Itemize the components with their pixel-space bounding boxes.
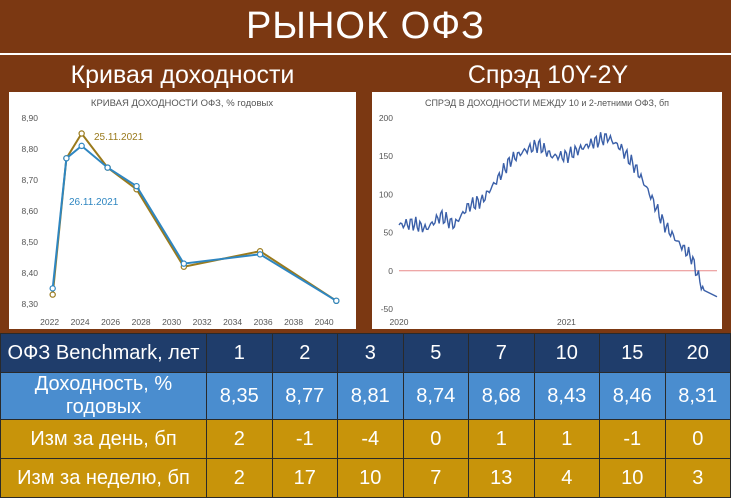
x-tick-label: 2026 — [101, 317, 120, 327]
table-cell: 8,68 — [468, 372, 535, 420]
x-tick-label: 2034 — [223, 317, 242, 327]
y-tick-label: 8,80 — [21, 144, 38, 154]
y-tick-label: 0 — [388, 266, 393, 276]
table-row: ОФЗ Benchmark, лет 1 2 3 5 7 10 15 20 — [0, 333, 731, 373]
table-cell: 8,77 — [271, 372, 338, 420]
row-label: ОФЗ Benchmark, лет — [0, 333, 207, 373]
ofz-table: ОФЗ Benchmark, лет 1 2 3 5 7 10 15 20 Доходность,… — [0, 333, 731, 498]
table-cell: 15 — [599, 333, 666, 373]
table-cell: 2 — [206, 458, 273, 498]
y-tick-label: 200 — [379, 113, 393, 123]
data-point — [104, 164, 111, 171]
spread-panel: СПРЭД В ДОХОДНОСТИ МЕЖДУ 10 и 2-летними … — [372, 92, 722, 329]
table-cell: 13 — [468, 458, 535, 498]
header-divider — [0, 53, 731, 55]
yield-curve-panel: КРИВАЯ ДОХОДНОСТИ ОФЗ, % годовых 8,30 8,40… — [9, 92, 356, 329]
table-row: Доходность, % годовых 8,35 8,77 8,81 8,74 8,6… — [0, 372, 731, 420]
row-label: Изм за неделю, бп — [0, 458, 207, 498]
table-cell: 0 — [664, 419, 731, 459]
series-label: 25.11.2021 — [94, 132, 144, 143]
table-cell: 1 — [468, 419, 535, 459]
table-cell: 2 — [271, 333, 338, 373]
table-cell: 17 — [271, 458, 338, 498]
x-tick-label: 2030 — [162, 317, 181, 327]
yield-curve-chart: КРИВАЯ ДОХОДНОСТИ ОФЗ, % годовых 8,30 8,40… — [21, 98, 340, 327]
data-point — [256, 251, 264, 258]
table-cell: 7 — [468, 333, 535, 373]
data-point — [49, 291, 56, 298]
table-cell: 10 — [533, 333, 600, 373]
data-point — [49, 285, 56, 292]
x-tick-label: 2020 — [390, 317, 409, 327]
table-cell: 8,43 — [533, 372, 600, 420]
table-cell: 5 — [402, 333, 469, 373]
data-point — [333, 297, 340, 305]
table-cell: 10 — [599, 458, 666, 498]
data-point — [78, 142, 85, 150]
data-point — [63, 155, 70, 162]
y-tick-label: 8,50 — [21, 237, 38, 247]
table-cell: 8,31 — [664, 372, 731, 420]
data-point — [180, 260, 188, 267]
x-tick-label: 2040 — [315, 317, 334, 327]
x-tick-label: 2036 — [254, 317, 273, 327]
table-cell: 8,46 — [599, 372, 666, 420]
y-tick-label: 8,70 — [21, 175, 38, 185]
spread-line — [398, 132, 718, 298]
page-title: РЫНОК ОФЗ — [0, 0, 731, 53]
table-cell: -1 — [599, 419, 666, 459]
chart-title: КРИВАЯ ДОХОДНОСТИ ОФЗ, % годовых — [91, 98, 273, 109]
table-cell: 3 — [337, 333, 404, 373]
row-label: Доходность, % годовых — [0, 372, 207, 420]
data-point — [78, 130, 85, 137]
table-row: Изм за день, бп 2 -1 -4 0 1 1 -1 0 — [0, 419, 731, 459]
series-line — [51, 144, 337, 302]
y-tick-label: 50 — [384, 228, 394, 238]
x-tick-label: 2022 — [40, 317, 59, 327]
y-tick-label: -50 — [381, 304, 394, 314]
y-tick-label: 8,40 — [21, 268, 38, 278]
yield-curve-heading: Кривая доходности — [70, 61, 295, 89]
table-cell: 1 — [206, 333, 273, 373]
table-cell: 1 — [533, 419, 600, 459]
spread-chart: СПРЭД В ДОХОДНОСТИ МЕЖДУ 10 и 2-летними … — [379, 98, 718, 327]
series-label: 26.11.2021 — [69, 197, 119, 208]
series-line — [51, 131, 337, 302]
table-cell: 8,81 — [337, 372, 404, 420]
table-cell: 0 — [402, 419, 469, 459]
row-label: Изм за день, бп — [0, 419, 207, 459]
table-cell: 3 — [664, 458, 731, 498]
table-cell: 8,74 — [402, 372, 469, 420]
table-cell: 8,35 — [206, 372, 273, 420]
table-cell: 20 — [664, 333, 731, 373]
table-row: Изм за неделю, бп 2 17 10 7 13 4 10 3 — [0, 458, 731, 498]
table-cell: 7 — [402, 458, 469, 498]
x-tick-label: 2038 — [284, 317, 303, 327]
table-cell: 2 — [206, 419, 273, 459]
x-tick-label: 2028 — [132, 317, 151, 327]
table-cell: -4 — [337, 419, 404, 459]
data-point — [133, 182, 140, 190]
table-cell: -1 — [271, 419, 338, 459]
y-tick-label: 100 — [379, 189, 393, 199]
y-tick-label: 8,90 — [21, 113, 38, 123]
y-tick-label: 8,60 — [21, 206, 38, 216]
x-tick-label: 2032 — [193, 317, 212, 327]
spread-heading: Спрэд 10Y-2Y — [467, 61, 629, 89]
y-tick-label: 8,30 — [21, 299, 38, 309]
x-tick-label: 2021 — [557, 317, 576, 327]
chart-title: СПРЭД В ДОХОДНОСТИ МЕЖДУ 10 и 2-летними … — [425, 98, 669, 108]
x-tick-label: 2024 — [71, 317, 90, 327]
y-tick-label: 150 — [379, 151, 393, 161]
table-cell: 4 — [533, 458, 600, 498]
